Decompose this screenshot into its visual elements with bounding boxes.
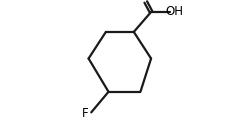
Text: OH: OH: [166, 5, 184, 18]
Text: O: O: [141, 0, 151, 3]
Text: F: F: [82, 107, 88, 120]
